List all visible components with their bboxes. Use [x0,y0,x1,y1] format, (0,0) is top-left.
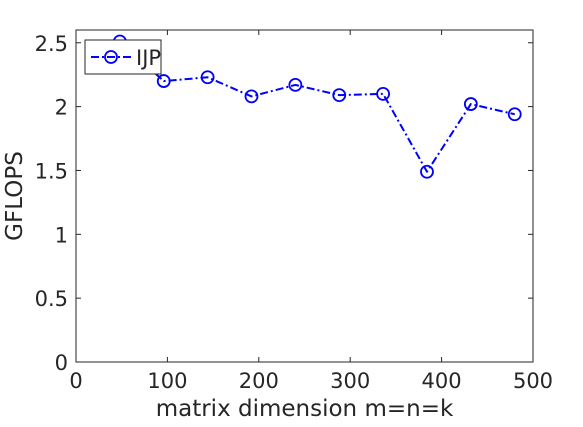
data-point-marker [332,88,347,103]
data-point-marker [288,78,303,92]
data-point-marker [463,97,478,111]
y-axis-label: GFLOPS [2,151,28,241]
legend-label: IJP [136,46,161,70]
x-tick-label: 500 [513,369,553,393]
data-point-marker [244,89,259,104]
y-tick-label: 1.5 [35,159,68,183]
data-point-marker [200,70,215,85]
data-point-marker [156,74,171,88]
legend: IJP [84,39,162,75]
axes-box [75,29,534,363]
data-point-marker [507,107,522,122]
legend-marker-sample [104,50,118,64]
data-point-marker [420,164,434,179]
x-tick-label: 200 [239,369,279,393]
series-line [119,40,515,173]
x-tick-label: 400 [422,369,462,393]
plot-area [76,30,533,362]
y-tick-label: 0.5 [35,287,68,311]
y-tick-label: 2.5 [35,32,68,56]
x-tick-label: 300 [330,369,370,393]
x-tick-label: 0 [69,369,82,393]
y-tick-label: 1 [55,223,68,247]
data-point-marker [376,86,391,101]
y-tick-label: 0 [55,351,68,375]
x-tick-label: 100 [147,369,187,393]
tick-labels: 0 100 200 300 400 500 0 0.5 1 1.5 2 2.5 [35,32,553,393]
y-tick-label: 2 [55,96,68,120]
x-axis-label: matrix dimension m=n=k [156,396,454,422]
